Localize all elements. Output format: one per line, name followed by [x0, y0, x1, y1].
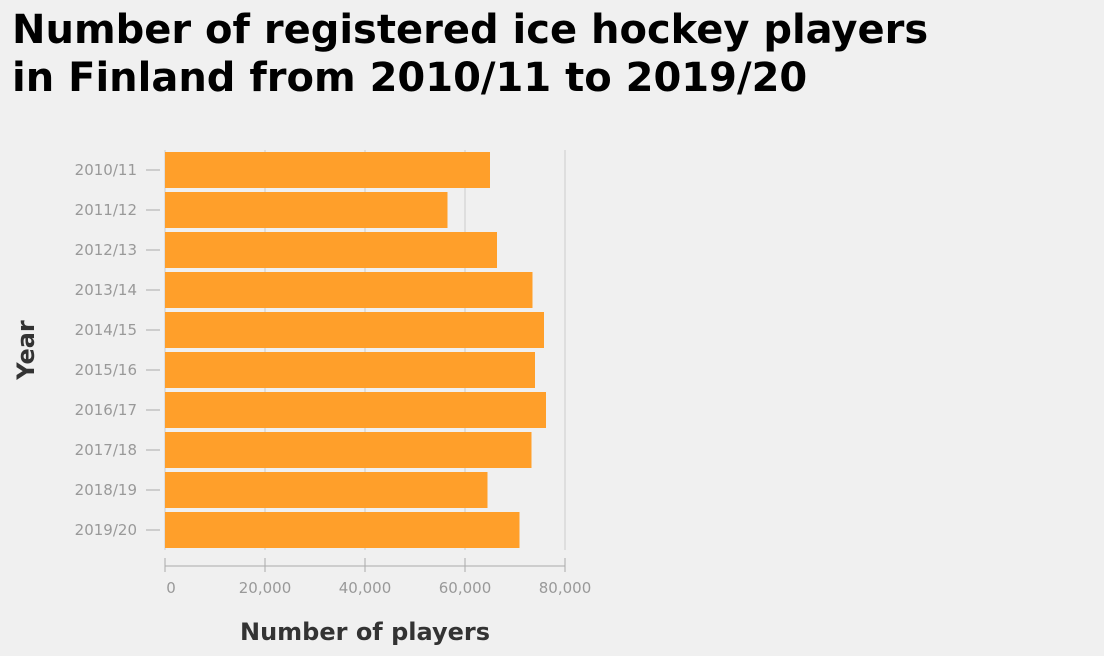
x-tick-label: 40,000	[339, 579, 392, 597]
y-tick-label: 2019/20	[75, 521, 137, 539]
bar-2016-17	[165, 392, 546, 428]
bar-2015-16	[165, 352, 535, 388]
y-tick-label: 2011/12	[75, 201, 137, 219]
bar-2012-13	[165, 232, 497, 268]
bar-2010-11	[165, 152, 490, 188]
y-axis-title: Year	[12, 320, 40, 381]
x-axis-title: Number of players	[240, 618, 490, 646]
y-tick-label: 2010/11	[75, 161, 137, 179]
x-tick-label: 60,000	[439, 579, 492, 597]
y-tick-label: 2014/15	[75, 321, 137, 339]
bar-2011-12	[165, 192, 448, 228]
chart-title: Number of registered ice hockey players …	[12, 6, 1102, 102]
bar-2018-19	[165, 472, 488, 508]
bar-2013-14	[165, 272, 533, 308]
bar-2017-18	[165, 432, 532, 468]
y-tick-label: 2018/19	[75, 481, 137, 499]
x-tick-label: 20,000	[239, 579, 292, 597]
y-tick-label: 2013/14	[75, 281, 137, 299]
chart-title-line-1: Number of registered ice hockey players	[12, 7, 929, 53]
y-tick-label: 2012/13	[75, 241, 137, 259]
bar-2019-20	[165, 512, 520, 548]
x-tick-label: 80,000	[539, 579, 592, 597]
y-tick-label: 2015/16	[75, 361, 137, 379]
chart-title-line-2: in Finland from 2010/11 to 2019/20	[12, 55, 808, 101]
y-tick-label: 2017/18	[75, 441, 137, 459]
x-tick-label: 0	[166, 579, 176, 597]
y-tick-label: 2016/17	[75, 401, 137, 419]
bar-2014-15	[165, 312, 544, 348]
